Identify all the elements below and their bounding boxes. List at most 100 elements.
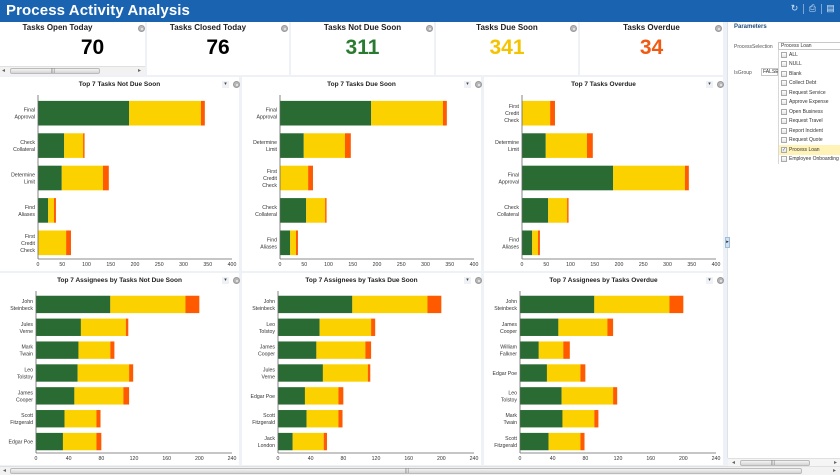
x-tick-label: 40 bbox=[550, 456, 556, 462]
checkbox[interactable] bbox=[781, 127, 787, 134]
checkbox[interactable] bbox=[781, 70, 787, 77]
bar-segment-overdue bbox=[580, 364, 586, 382]
process-option[interactable]: Report Incident bbox=[778, 126, 840, 136]
category-label: Find Aliases bbox=[502, 237, 519, 250]
process-selection-dropdown[interactable]: Process Loan bbox=[778, 42, 840, 50]
chart-menu-dropdown[interactable]: ▾ bbox=[464, 277, 471, 284]
checkbox[interactable] bbox=[781, 99, 787, 106]
process-option[interactable]: ALL bbox=[778, 50, 840, 60]
gear-icon[interactable] bbox=[233, 277, 240, 284]
category-label: John Steinbeck bbox=[10, 299, 33, 312]
gear-icon[interactable] bbox=[475, 277, 482, 284]
gear-icon[interactable] bbox=[717, 81, 724, 88]
kpi-value: 76 bbox=[206, 36, 230, 59]
category-label: First Credit Check bbox=[20, 234, 35, 254]
kpi-tasks-due-soon: Tasks Due Soon 341 bbox=[436, 22, 578, 75]
scroll-left-arrow[interactable]: ◂ bbox=[3, 468, 7, 474]
option-label: Employee Onboarding bbox=[789, 156, 839, 163]
x-tick-label: 100 bbox=[324, 262, 333, 268]
kpi-label: Tasks Overdue bbox=[623, 23, 680, 32]
x-tick-label: 50 bbox=[301, 262, 307, 268]
export-icon[interactable]: ▤ bbox=[826, 3, 835, 13]
category-label: Mark Twain bbox=[19, 345, 33, 358]
category-label: First Credit Check bbox=[504, 104, 519, 124]
horizontal-scrollbar[interactable]: ◂ ||| ▸ bbox=[0, 66, 145, 75]
process-option[interactable]: Open Business bbox=[778, 107, 840, 117]
process-option[interactable]: Request Travel bbox=[778, 116, 840, 126]
is-group-field[interactable]: FALSE bbox=[761, 68, 779, 76]
checkbox[interactable] bbox=[781, 80, 787, 87]
bar-segment-due-soon bbox=[319, 318, 372, 336]
bar-segment-due-soon bbox=[74, 387, 124, 405]
refresh-icon[interactable]: ↻ bbox=[790, 3, 799, 13]
category-label: Jules Verne bbox=[19, 322, 33, 335]
bar-segment-overdue bbox=[594, 410, 599, 428]
scroll-thumb[interactable]: ||| bbox=[10, 468, 802, 474]
bar-segment-not-due-soon bbox=[278, 410, 307, 428]
print-icon[interactable]: ⎙ bbox=[808, 3, 817, 13]
bar-segment-not-due-soon bbox=[36, 364, 78, 382]
checkbox[interactable] bbox=[781, 61, 787, 68]
chart-title: Top 7 Assignees by Tasks Not Due Soon bbox=[57, 277, 182, 284]
bar-segment-due-soon bbox=[78, 341, 111, 359]
checkbox[interactable] bbox=[781, 156, 787, 163]
scroll-right-arrow[interactable]: ▸ bbox=[138, 68, 142, 74]
process-option[interactable]: ✓ Process Loan bbox=[778, 145, 840, 155]
gear-icon[interactable] bbox=[570, 25, 577, 32]
x-tick-label: 250 bbox=[155, 262, 164, 268]
gear-icon[interactable] bbox=[426, 25, 433, 32]
bar-segment-not-due-soon bbox=[520, 341, 539, 359]
gear-icon[interactable] bbox=[281, 25, 288, 32]
main-horizontal-scrollbar[interactable]: ◂ ||| ▸ bbox=[0, 466, 840, 475]
bar-segment-overdue bbox=[110, 341, 115, 359]
gear-icon[interactable] bbox=[717, 277, 724, 284]
chart-title: Top 7 Assignees by Tasks Overdue bbox=[549, 277, 658, 284]
scroll-thumb[interactable]: ||| bbox=[740, 460, 810, 466]
chart-assignees-overdue: John Steinbeck James Cooper William Falkner Ed… bbox=[484, 273, 724, 465]
process-option[interactable]: Collect Debt bbox=[778, 78, 840, 88]
checkbox[interactable] bbox=[781, 137, 787, 144]
bar-segment-due-soon bbox=[38, 230, 67, 256]
chart-plot: First Credit Check Determine Limit Final Appro… bbox=[495, 95, 720, 268]
option-label: Collect Debt bbox=[789, 80, 817, 87]
bar-segment-not-due-soon bbox=[36, 318, 81, 336]
chart-plot: Final Approval Check Collateral Determine Lim… bbox=[11, 95, 236, 268]
scroll-right-arrow[interactable]: ▸ bbox=[834, 460, 838, 466]
chart-menu-dropdown[interactable]: ▾ bbox=[222, 277, 229, 284]
bar-segment-overdue bbox=[200, 100, 205, 126]
process-option[interactable]: NULL bbox=[778, 59, 840, 69]
parameters-horizontal-scrollbar[interactable]: ◂ ||| ▸ bbox=[728, 458, 840, 467]
scroll-left-arrow[interactable]: ◂ bbox=[732, 460, 736, 466]
process-option[interactable]: Approve Expense bbox=[778, 97, 840, 107]
process-option[interactable]: Employee Onboarding bbox=[778, 154, 840, 164]
process-option[interactable]: Request Quote bbox=[778, 135, 840, 145]
chart-menu-dropdown[interactable]: ▾ bbox=[706, 81, 713, 88]
process-option[interactable]: Blank bbox=[778, 69, 840, 79]
chart-menu-dropdown[interactable]: ▾ bbox=[706, 277, 713, 284]
checkbox[interactable] bbox=[781, 89, 787, 96]
gear-icon[interactable] bbox=[138, 25, 145, 32]
chart-menu-dropdown[interactable]: ▾ bbox=[464, 81, 471, 88]
category-label: Final Approval bbox=[15, 108, 35, 121]
bar-segment-overdue bbox=[296, 230, 298, 256]
kpi-label: Tasks Due Soon bbox=[476, 23, 538, 32]
scroll-right-arrow[interactable]: ▸ bbox=[833, 468, 837, 474]
checkbox[interactable]: ✓ bbox=[781, 146, 787, 153]
gear-icon[interactable] bbox=[715, 25, 722, 32]
x-tick-label: 300 bbox=[179, 262, 188, 268]
kpi-tasks-closed-today: Tasks Closed Today 76 bbox=[147, 22, 289, 75]
x-tick-label: 100 bbox=[566, 262, 575, 268]
chart-menu-dropdown[interactable]: ▾ bbox=[222, 81, 229, 88]
collapse-panel-toggle[interactable]: ▸ bbox=[725, 237, 730, 248]
scroll-left-arrow[interactable]: ◂ bbox=[2, 68, 6, 74]
scroll-thumb[interactable]: ||| bbox=[10, 68, 100, 74]
bar-segment-overdue bbox=[338, 410, 343, 428]
process-option[interactable]: Request Service bbox=[778, 88, 840, 98]
title-bar: Process Activity Analysis ↻ ⎙ ▤ bbox=[0, 0, 840, 22]
gear-icon[interactable] bbox=[233, 81, 240, 88]
checkbox[interactable] bbox=[781, 118, 787, 125]
checkbox[interactable] bbox=[781, 108, 787, 115]
gear-icon[interactable] bbox=[475, 81, 482, 88]
checkbox[interactable] bbox=[781, 51, 787, 58]
category-label: First Credit Check bbox=[262, 169, 277, 189]
